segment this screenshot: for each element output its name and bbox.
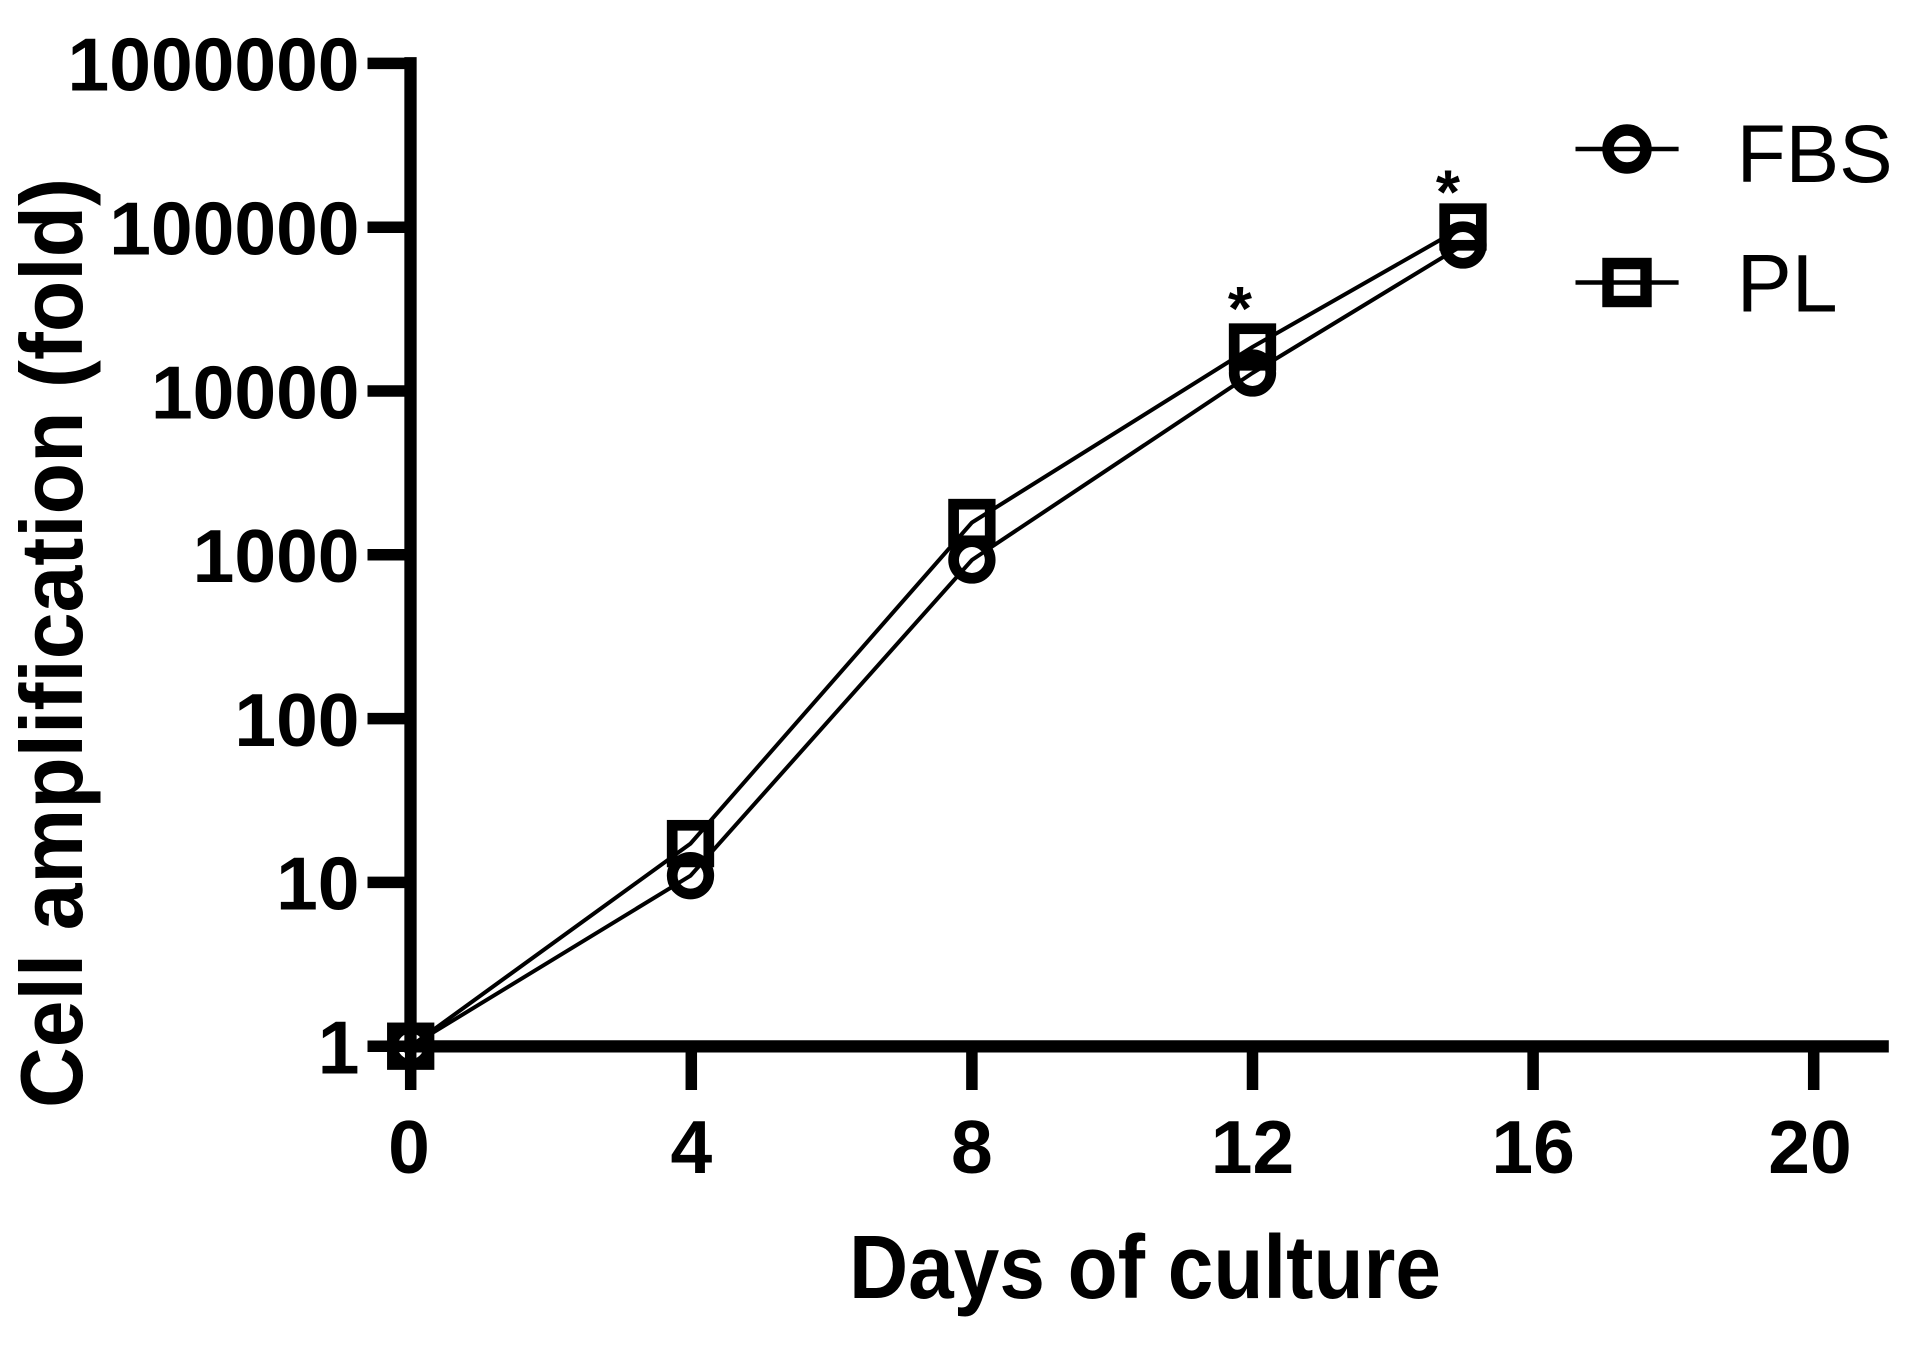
svg-text:Cell amplification (fold): Cell amplification (fold): [2, 178, 101, 1108]
svg-text:1000000: 1000000: [68, 23, 360, 107]
svg-text:10000: 10000: [151, 350, 360, 434]
svg-text:100: 100: [234, 678, 359, 762]
svg-text:FBS: FBS: [1737, 109, 1893, 200]
svg-text:1000: 1000: [193, 514, 360, 598]
svg-text:0: 0: [388, 1105, 430, 1189]
svg-text:16: 16: [1491, 1105, 1574, 1189]
svg-text:100000: 100000: [109, 187, 359, 271]
svg-text:4: 4: [670, 1105, 712, 1189]
svg-text:8: 8: [951, 1105, 993, 1189]
svg-text:PL: PL: [1737, 238, 1838, 329]
svg-text:12: 12: [1211, 1105, 1294, 1189]
svg-text:20: 20: [1768, 1105, 1851, 1189]
svg-text:10: 10: [276, 842, 359, 926]
svg-text:*: *: [1436, 159, 1461, 228]
svg-text:Days of culture: Days of culture: [849, 1218, 1441, 1318]
svg-text:*: *: [1228, 275, 1253, 344]
svg-text:1: 1: [318, 1006, 360, 1090]
